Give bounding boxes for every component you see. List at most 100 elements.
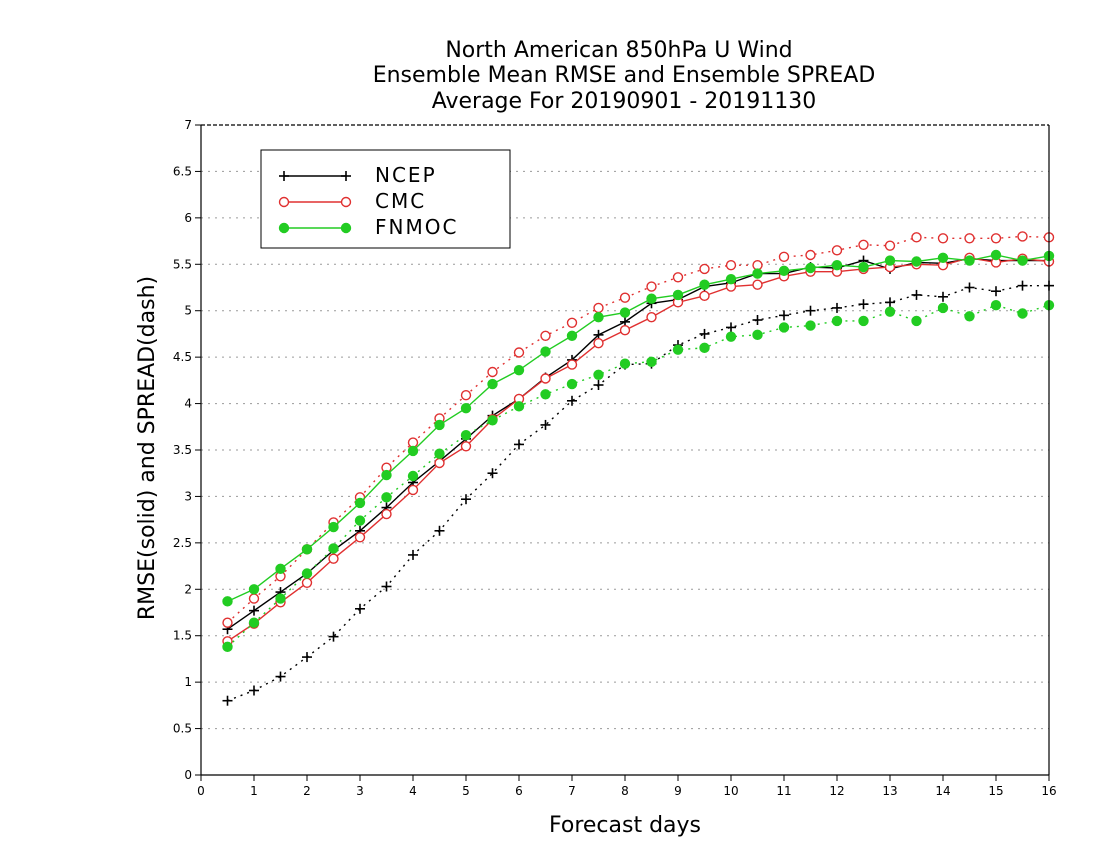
cmc-spread-point — [222, 617, 233, 628]
x-tick-label: 0 — [197, 784, 205, 798]
ncep-spread-point — [938, 291, 948, 302]
cmc-rmse-point — [301, 577, 313, 588]
fnmoc-spread-point — [884, 306, 896, 317]
fnmoc-spread-point — [354, 515, 366, 526]
legend-label-ncep: NCEP — [375, 163, 437, 187]
y-tick-label: 4.5 — [173, 350, 192, 364]
cmc-spread-point — [725, 260, 737, 271]
ncep-spread-point — [381, 581, 392, 592]
legend-marker-left-ncep — [279, 171, 289, 181]
ncep-spread-point — [779, 310, 789, 321]
ncep-spread-point — [328, 631, 339, 642]
legend-marker-left-cmc — [278, 196, 290, 208]
cmc-rmse-point — [699, 290, 710, 302]
ncep-spread-point — [991, 286, 1001, 297]
fnmoc-spread-point — [593, 369, 604, 380]
legend: NCEP CMC FNMOC — [260, 149, 511, 249]
x-tick-label: 2 — [303, 784, 311, 798]
ncep-spread-point — [461, 494, 471, 505]
cmc-rmse-point — [381, 508, 392, 520]
y-tick-label: 2 — [184, 582, 192, 596]
y-tick-label: 1 — [184, 675, 192, 689]
cmc-rmse-point — [619, 325, 631, 336]
x-tick-label: 1 — [250, 784, 258, 798]
y-tick-label: 1.5 — [173, 629, 192, 643]
y-tick-label: 6 — [184, 211, 192, 225]
x-tick-label: 7 — [568, 784, 576, 798]
fnmoc-rmse-point — [354, 497, 366, 509]
cmc-spread-point — [831, 245, 843, 256]
ncep-spread-point — [726, 322, 736, 333]
fnmoc-rmse-point — [672, 289, 684, 301]
cmc-spread-point — [964, 233, 975, 244]
fnmoc-rmse-point — [884, 255, 896, 266]
fnmoc-spread-point — [275, 593, 286, 604]
y-tick-label: 5 — [184, 304, 192, 318]
fnmoc-spread-point — [381, 492, 392, 503]
fnmoc-spread-point — [646, 356, 657, 367]
legend-marker-left-fnmoc — [278, 222, 290, 234]
fnmoc-spread-point — [540, 389, 551, 400]
ncep-spread-point — [434, 525, 445, 536]
fnmoc-rmse-point — [513, 364, 525, 376]
fnmoc-rmse-point — [937, 252, 949, 263]
cmc-rmse-point — [460, 441, 472, 452]
fnmoc-spread-point — [911, 315, 922, 327]
cmc-spread-point — [752, 260, 763, 271]
ncep-spread-point — [514, 439, 524, 450]
legend-box — [260, 149, 511, 249]
ncep-spread-point — [858, 299, 869, 310]
cmc-rmse-point — [407, 484, 419, 496]
cmc-spread-point — [672, 272, 684, 283]
fnmoc-spread-point — [964, 311, 975, 322]
fnmoc-rmse-point — [381, 469, 392, 481]
x-tick-label: 4 — [409, 784, 417, 798]
cmc-rmse-point — [328, 553, 339, 564]
cmc-spread-point — [990, 233, 1002, 244]
cmc-rmse-point — [593, 338, 604, 349]
cmc-rmse-point — [540, 373, 551, 384]
chart-title-line-1: North American 850hPa U Wind — [445, 38, 792, 63]
fnmoc-spread-point — [699, 342, 710, 354]
y-tick-label: 4 — [184, 397, 192, 411]
y-tick-label: 2.5 — [173, 536, 192, 550]
cmc-spread-point — [1017, 231, 1028, 242]
cmc-spread-point — [460, 390, 472, 401]
ncep-spread-point — [487, 468, 498, 479]
ncep-spread-line — [227, 284, 1049, 702]
fnmoc-rmse-point — [752, 268, 763, 279]
cmc-rmse-line — [227, 257, 1050, 642]
cmc-spread-point — [407, 437, 419, 448]
fnmoc-spread-point — [460, 429, 472, 441]
ncep-spread-point — [275, 671, 286, 682]
fnmoc-spread-point — [990, 299, 1002, 311]
fnmoc-rmse-line — [227, 254, 1050, 602]
fnmoc-rmse-point — [487, 378, 498, 390]
fnmoc-rmse-point — [460, 403, 472, 414]
legend-marker-right-cmc — [340, 196, 352, 208]
cmc-spread-point — [911, 232, 922, 243]
x-axis-title: Forecast days — [549, 813, 701, 838]
fnmoc-spread-point — [619, 358, 631, 369]
cmc-spread-point — [778, 251, 790, 263]
cmc-spread-point — [699, 263, 710, 275]
ncep-spread-point — [964, 282, 975, 293]
cmc-spread-point — [513, 347, 525, 358]
ncep-spread-point — [911, 289, 922, 300]
y-tick-label: 0 — [184, 768, 192, 782]
x-tick-label: 11 — [776, 784, 791, 798]
fnmoc-spread-point — [566, 378, 578, 390]
y-tick-label: 0.5 — [173, 722, 192, 736]
ncep-spread-point — [355, 603, 365, 614]
fnmoc-rmse-point — [222, 596, 233, 607]
fnmoc-spread-point — [858, 315, 869, 327]
cmc-spread-point — [937, 233, 949, 244]
cmc-spread-point — [884, 240, 896, 251]
ncep-spread-point — [752, 315, 763, 325]
fnmoc-rmse-point — [434, 419, 445, 431]
fnmoc-rmse-point — [593, 312, 604, 323]
fnmoc-rmse-point — [566, 330, 578, 341]
chart-title-line-2: Ensemble Mean RMSE and Ensemble SPREAD — [373, 63, 876, 88]
ncep-spread-point — [408, 549, 418, 560]
